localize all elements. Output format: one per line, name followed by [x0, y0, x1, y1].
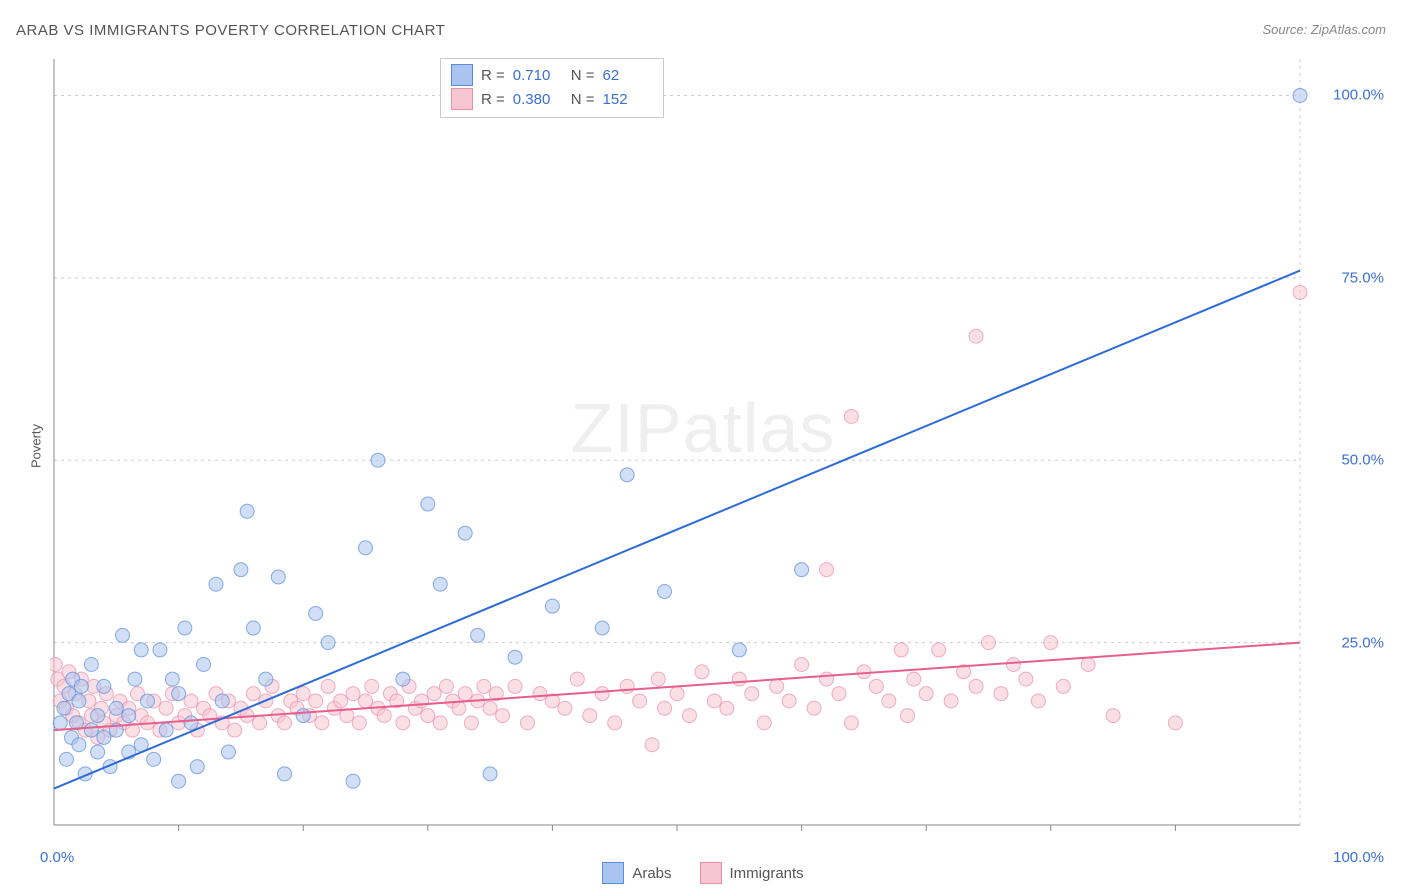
legend-label-immigrants: Immigrants — [730, 865, 804, 882]
y-tick-label: 100.0% — [1333, 87, 1384, 104]
y-tick-label: 25.0% — [1341, 634, 1384, 651]
bottom-legend: Arabs Immigrants — [0, 862, 1406, 884]
stats-r-value-1: 0.380 — [513, 91, 563, 108]
chart-title: ARAB VS IMMIGRANTS POVERTY CORRELATION C… — [16, 22, 445, 39]
stats-row-immigrants: R = 0.380 N = 152 — [451, 87, 653, 111]
stats-n-value-1: 152 — [603, 91, 653, 108]
legend-item-arabs: Arabs — [602, 862, 671, 884]
chart-area — [50, 55, 1350, 835]
stats-row-arabs: R = 0.710 N = 62 — [451, 63, 653, 87]
stats-r-value-0: 0.710 — [513, 67, 563, 84]
scatter-chart — [50, 55, 1350, 835]
y-axis-label: Poverty — [29, 424, 44, 468]
stats-r-label-0: R = — [481, 67, 505, 84]
y-tick-label: 75.0% — [1341, 269, 1384, 286]
stats-legend: R = 0.710 N = 62 R = 0.380 N = 152 — [440, 58, 664, 118]
swatch-arabs — [451, 64, 473, 86]
stats-n-label-1: N = — [571, 91, 595, 108]
stats-r-label-1: R = — [481, 91, 505, 108]
source-text: Source: ZipAtlas.com — [1262, 22, 1386, 37]
legend-swatch-immigrants — [700, 862, 722, 884]
stats-n-label-0: N = — [571, 67, 595, 84]
stats-n-value-0: 62 — [603, 67, 653, 84]
legend-swatch-arabs — [602, 862, 624, 884]
legend-item-immigrants: Immigrants — [700, 862, 804, 884]
y-tick-label: 50.0% — [1341, 452, 1384, 469]
swatch-immigrants — [451, 88, 473, 110]
legend-label-arabs: Arabs — [632, 865, 671, 882]
